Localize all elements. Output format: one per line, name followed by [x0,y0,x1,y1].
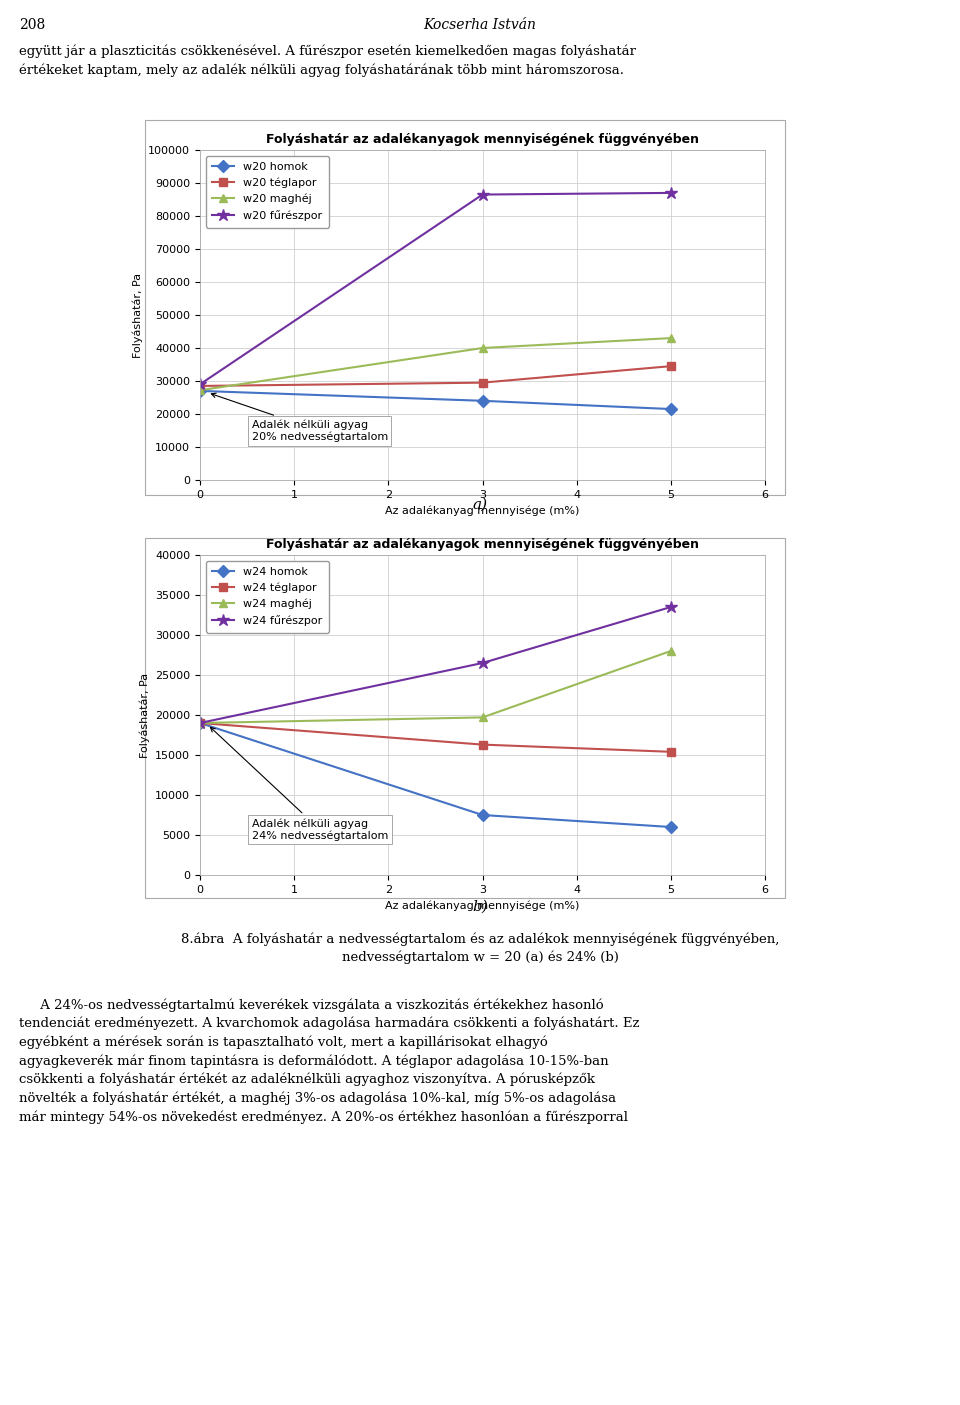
w24 homok [194,715,205,732]
w24 maghéj [194,715,205,732]
Text: a): a) [472,497,488,511]
w20 téglapor [477,374,489,391]
Text: A 24%-os nedvességtartalmú keverékek vizsgálata a viszkozitás értékekhez hasonló: A 24%-os nedvességtartalmú keverékek viz… [19,998,639,1124]
w24 fűrészpor [194,715,205,732]
w24 téglapor [665,743,677,760]
Text: együtt jár a plaszticitás csökkenésével. A fűrészpor esetén kiemelkedően magas f: együtt jár a plaszticitás csökkenésével.… [19,45,636,77]
w20 téglapor [665,358,677,375]
w20 maghéj [194,382,205,399]
w24 fűrészpor [477,655,489,672]
Line: w24 fűrészpor: w24 fűrészpor [194,601,677,729]
Legend: w24 homok, w24 téglapor, w24 maghéj, w24 fűrészpor: w24 homok, w24 téglapor, w24 maghéj, w24… [205,561,329,632]
w24 téglapor [194,715,205,732]
w24 maghéj [665,642,677,659]
w24 fűrészpor [665,599,677,615]
Y-axis label: Folyáshatár, Pa: Folyáshatár, Pa [139,673,150,757]
Text: 8.ábra  A folyáshatár a nedvességtartalom és az adalékok mennyiségének függvényé: 8.ábra A folyáshatár a nedvességtartalom… [180,932,780,964]
Title: Folyáshatár az adalékanyagok mennyiségének függvényében: Folyáshatár az adalékanyagok mennyiségén… [266,538,699,551]
w20 maghéj [477,340,489,357]
Text: Adalék nélküli agyag
24% nedvességtartalom: Adalék nélküli agyag 24% nedvességtartal… [210,728,388,842]
w24 homok [665,819,677,836]
w20 maghéj [665,330,677,347]
w20 fűrészpor [477,185,489,202]
Legend: w20 homok, w20 téglapor, w20 maghéj, w20 fűrészpor: w20 homok, w20 téglapor, w20 maghéj, w20… [205,156,329,228]
Line: w24 maghéj: w24 maghéj [196,646,675,728]
Line: w20 homok: w20 homok [196,386,675,413]
Line: w20 fűrészpor: w20 fűrészpor [194,187,677,391]
w20 homok [194,382,205,399]
Text: b): b) [472,901,488,915]
Line: w20 téglapor: w20 téglapor [196,362,675,391]
w24 homok [477,806,489,823]
Text: Kocserha István: Kocserha István [423,18,537,32]
Line: w20 maghéj: w20 maghéj [196,334,675,395]
Text: 208: 208 [19,18,45,32]
w20 homok [665,400,677,417]
Title: Folyáshatár az adalékanyagok mennyiségének függvényében: Folyáshatár az adalékanyagok mennyiségén… [266,133,699,146]
Line: w24 téglapor: w24 téglapor [196,719,675,756]
X-axis label: Az adalékanyag mennyisége (m%): Az adalékanyag mennyisége (m%) [385,901,580,910]
Text: Adalék nélküli agyag
20% nedvességtartalom: Adalék nélküli agyag 20% nedvességtartal… [211,393,388,443]
X-axis label: Az adalékanyag mennyisége (m%): Az adalékanyag mennyisége (m%) [385,506,580,516]
w20 fűrészpor [194,377,205,393]
w20 homok [477,392,489,409]
Y-axis label: Folyáshatár, Pa: Folyáshatár, Pa [132,273,143,357]
Line: w24 homok: w24 homok [196,719,675,832]
w24 maghéj [477,710,489,726]
w24 téglapor [477,736,489,753]
w20 fűrészpor [665,184,677,201]
w20 téglapor [194,378,205,395]
